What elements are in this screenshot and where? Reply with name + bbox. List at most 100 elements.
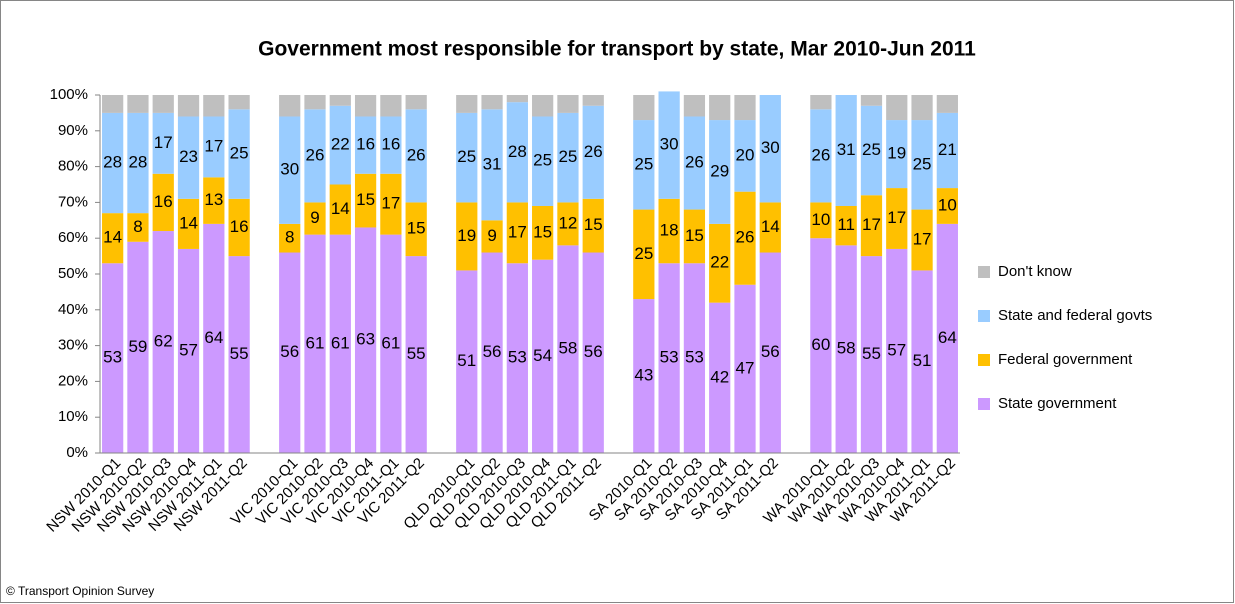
bar-segment <box>354 95 377 117</box>
bar-segment <box>810 95 832 110</box>
data-label: 16 <box>230 217 249 236</box>
data-label: 59 <box>128 337 147 356</box>
data-label: 9 <box>310 208 319 227</box>
data-label: 21 <box>938 140 957 159</box>
data-label: 14 <box>331 199 350 218</box>
y-tick-label: 20% <box>58 372 88 389</box>
legend-label: State government <box>998 395 1117 412</box>
bar-segment <box>734 120 756 192</box>
bar-segment <box>860 256 883 453</box>
legend-label: State and federal govts <box>998 307 1152 324</box>
data-label: 26 <box>736 228 755 247</box>
bar-segment <box>354 173 377 228</box>
y-tick-label: 90% <box>58 122 88 139</box>
bar-segment <box>633 209 655 300</box>
data-label: 64 <box>938 328 957 347</box>
bar-segment <box>506 95 528 103</box>
data-label: 12 <box>558 213 577 232</box>
bar-segment <box>152 231 174 453</box>
data-label: 19 <box>457 226 476 245</box>
legend-swatch <box>978 354 990 366</box>
bar-segment <box>127 241 149 453</box>
data-label: 25 <box>634 244 653 263</box>
bar-segment <box>456 202 478 271</box>
y-tick-label: 70% <box>58 193 88 210</box>
bar-segment <box>936 223 958 453</box>
bar-segment <box>380 95 402 117</box>
data-label: 55 <box>407 344 426 363</box>
data-label: 20 <box>736 145 755 164</box>
data-label: 54 <box>533 346 552 365</box>
bar-segment <box>152 173 174 232</box>
data-label: 62 <box>154 332 173 351</box>
bar-segment <box>228 109 250 199</box>
bar-segment <box>354 116 377 174</box>
bar-segment <box>203 177 225 224</box>
bar-segment <box>734 95 756 121</box>
data-label: 55 <box>230 344 249 363</box>
data-label: 26 <box>811 145 830 164</box>
data-label: 30 <box>660 135 679 154</box>
data-label: 16 <box>154 192 173 211</box>
bar-segment <box>481 252 503 453</box>
bar-segment <box>102 112 124 214</box>
bar-segment <box>582 105 604 199</box>
bar-segment <box>936 112 958 189</box>
data-label: 26 <box>584 142 603 161</box>
data-label: 47 <box>736 358 755 377</box>
bar-segment <box>810 202 832 239</box>
data-label: 63 <box>356 330 375 349</box>
bar-segment <box>380 234 402 453</box>
bar-segment <box>329 105 351 185</box>
data-label: 30 <box>280 160 299 179</box>
bar-segment <box>759 202 781 253</box>
data-label: 64 <box>204 328 223 347</box>
data-label: 25 <box>862 140 881 159</box>
footnote: © Transport Opinion Survey <box>6 584 154 598</box>
bar-segment <box>734 191 756 285</box>
data-label: 25 <box>913 154 932 173</box>
bar-segment <box>860 195 883 257</box>
bar-segment <box>380 173 402 235</box>
data-label: 17 <box>862 215 881 234</box>
bar-segment <box>177 116 200 199</box>
bar-segment <box>759 252 781 453</box>
bar-segment <box>582 252 604 453</box>
y-tick-label: 80% <box>58 158 88 175</box>
bar-segment <box>127 213 149 242</box>
data-label: 56 <box>761 342 780 361</box>
bar-segment <box>380 116 402 174</box>
bar-segment <box>506 263 528 453</box>
bar-segment <box>886 95 908 121</box>
data-label: 31 <box>483 154 502 173</box>
legend-swatch <box>978 310 990 322</box>
bar-segment <box>911 270 933 453</box>
data-label: 57 <box>887 340 906 359</box>
bar-segment <box>102 95 124 113</box>
data-label: 29 <box>710 161 729 180</box>
data-label: 17 <box>381 194 400 213</box>
bar-segment <box>405 202 427 257</box>
data-label: 28 <box>103 153 122 172</box>
bar-segment <box>177 248 200 453</box>
bar-segment <box>177 95 200 117</box>
bar-segment <box>127 112 149 214</box>
bar-segment <box>911 209 933 271</box>
data-label: 61 <box>331 333 350 352</box>
data-label: 25 <box>634 154 653 173</box>
data-label: 31 <box>837 140 856 159</box>
data-label: 56 <box>280 342 299 361</box>
data-label: 10 <box>938 195 957 214</box>
bar-segment <box>329 95 351 106</box>
bar-segment <box>506 102 528 203</box>
bar-segment <box>102 263 124 453</box>
bar-segment <box>582 95 604 106</box>
data-label: 16 <box>356 135 375 154</box>
bar-segment <box>886 120 908 189</box>
data-label: 61 <box>381 333 400 352</box>
bar-segment <box>228 95 250 110</box>
bar-segment <box>709 95 731 121</box>
data-label: 25 <box>230 144 249 163</box>
data-label: 56 <box>584 342 603 361</box>
bar-segment <box>228 198 250 257</box>
